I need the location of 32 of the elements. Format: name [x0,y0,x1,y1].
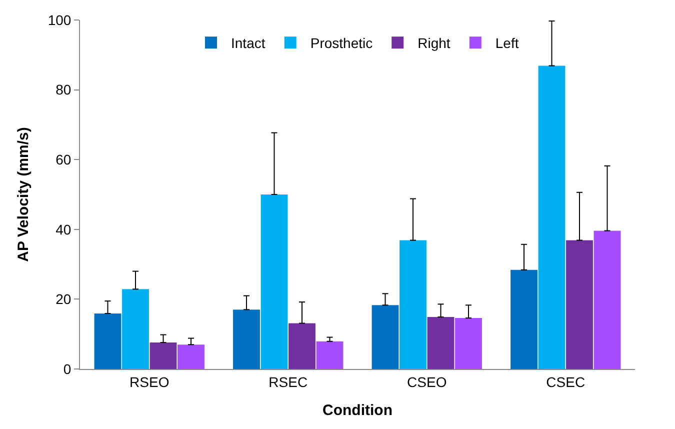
bar [372,305,399,369]
bar [122,289,149,369]
legend-label: Left [495,35,519,52]
legend-label: Prosthetic [310,35,373,52]
bar [594,230,621,369]
bar [260,194,288,369]
bar [94,314,122,369]
legend-label: Right [418,35,450,52]
bar [427,317,454,369]
x-tick-label: RSEC [268,374,308,390]
bar [288,323,316,369]
x-axis-title: Condition [322,402,392,419]
bar [566,240,593,369]
y-tick-label: 40 [56,221,72,238]
bar [510,270,538,369]
legend-label: Intact [231,35,266,52]
y-tick-label: 0 [63,360,72,377]
bar [400,240,426,369]
y-tick-label: 80 [56,82,72,98]
x-tick-label: CSEC [546,374,586,390]
bar [316,341,344,369]
bar [233,310,260,369]
bar [178,344,204,369]
x-tick-label: CSEO [407,374,447,390]
y-tick-label: 20 [56,291,72,308]
y-tick-label: 100 [48,12,72,28]
y-axis-title: AP Velocity (mm/s) [15,127,32,262]
bar [150,342,177,369]
bar [538,66,566,369]
y-tick-label: 60 [56,152,72,168]
x-tick-label: RSEO [130,374,170,390]
bar [455,318,482,369]
